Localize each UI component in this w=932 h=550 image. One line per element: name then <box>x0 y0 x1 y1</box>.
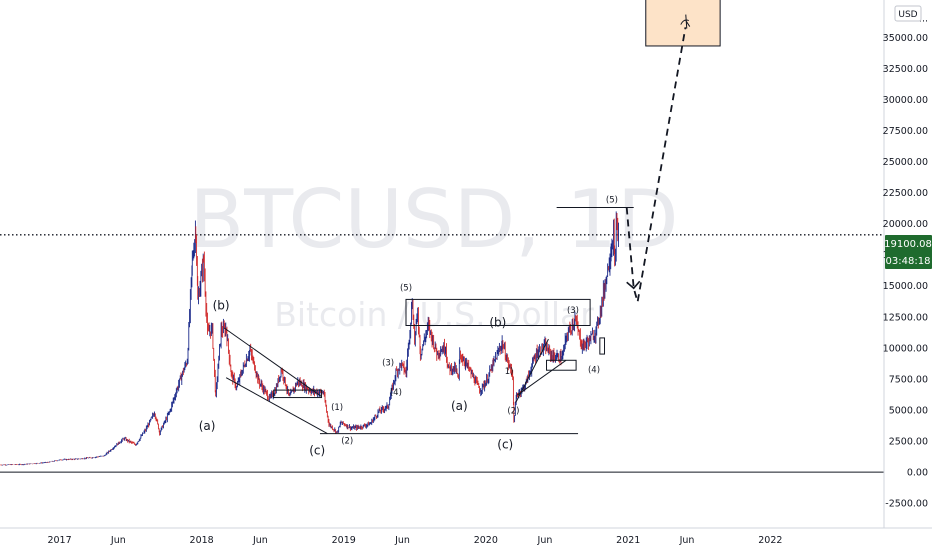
bar-countdown: 03:48:18 <box>886 256 931 267</box>
wave-label-3: (1) <box>331 403 343 413</box>
wave-label-8: (a) <box>451 399 468 413</box>
price-tick-14: 0.00 <box>907 468 928 479</box>
price-tick-15: -2500.00 <box>885 499 928 510</box>
wave-label-2: (c) <box>309 444 325 458</box>
wave-label-11: 1) <box>505 367 514 377</box>
price-tick-8: 15000.00 <box>883 281 928 292</box>
wave-label-13: (3) <box>567 306 579 316</box>
box-2 <box>546 359 577 371</box>
wave-label-14: (4) <box>588 366 600 376</box>
price-tick-0: 35000.00 <box>883 33 928 44</box>
time-axis[interactable]: 2017 Jun 2018 Jun 2019 Jun 2020 Jun 2021 Jun 2022 <box>47 535 782 546</box>
wave-label-10: (c) <box>497 437 513 451</box>
wave-label-0: (b) <box>213 298 230 312</box>
candle-series <box>0 211 619 466</box>
current-price-value: 19100.08 <box>884 239 932 250</box>
price-tick-11: 7500.00 <box>889 374 928 385</box>
wave-label-6: (4) <box>390 388 402 398</box>
time-tick-1: Jun <box>110 535 126 546</box>
triangle-lower-1 <box>517 359 567 396</box>
time-tick-0: 2017 <box>47 535 71 546</box>
price-tick-6: 20000.00 <box>883 219 928 230</box>
price-tick-4: 25000.00 <box>883 157 928 168</box>
price-axis[interactable]: 35000.00 32500.00 30000.00 27500.00 25000.00… <box>883 14 928 510</box>
time-tick-2: 2018 <box>190 535 214 546</box>
price-tick-9: 12500.00 <box>883 312 928 323</box>
watermark-symbol: BTCUSD, 1D <box>189 173 678 266</box>
time-tick-9: Jun <box>679 535 695 546</box>
wave-label-1: (a) <box>199 419 216 433</box>
price-tick-12: 5000.00 <box>889 405 928 416</box>
price-tick-1: 32500.00 <box>883 64 928 75</box>
triangle-upper-0 <box>223 327 322 397</box>
currency-button-frame[interactable] <box>894 5 922 22</box>
currency-button-label[interactable]: USD <box>898 10 917 20</box>
time-tick-10: 2022 <box>758 535 782 546</box>
time-tick-6: 2020 <box>474 535 498 546</box>
wave-label-7: (5) <box>400 284 412 294</box>
wave-label-9: (b) <box>489 316 506 330</box>
time-tick-5: Jun <box>394 535 410 546</box>
drawing-layer: (b) (a) (c) (1) (2) (3) (4) (5) (a) (b) (c) 1) (2) (3… <box>199 27 687 458</box>
target-box-mark <box>680 14 691 29</box>
box-3 <box>599 337 606 355</box>
box-0 <box>273 389 323 399</box>
projection-path <box>625 27 687 303</box>
price-tick-2: 30000.00 <box>883 95 928 106</box>
price-tick-5: 22500.00 <box>883 188 928 199</box>
wave-label-4: (2) <box>341 437 353 447</box>
time-tick-7: Jun <box>537 535 553 546</box>
triangle-lower-0 <box>225 377 328 435</box>
current-price-label-bg <box>885 235 932 269</box>
projection-arrow <box>626 280 641 290</box>
time-tick-4: 2019 <box>332 535 356 546</box>
wave-label-15: (5) <box>606 196 618 206</box>
price-tick-3: 27500.00 <box>883 126 928 137</box>
price-tick-13: 2500.00 <box>889 437 928 448</box>
wave-label-5: (3) <box>382 358 394 368</box>
current-price-label: 19100.08 03:48:18 <box>884 235 932 269</box>
wave-label-12: (2) <box>507 407 519 417</box>
time-tick-8: 2021 <box>616 535 640 546</box>
box-1 <box>405 298 591 326</box>
price-tick-10: 10000.00 <box>883 343 928 354</box>
currency-button[interactable]: USD <box>894 5 922 22</box>
watermark-description: Bitcoin / U.S. Dollar <box>274 295 594 334</box>
time-tick-3: Jun <box>252 535 268 546</box>
